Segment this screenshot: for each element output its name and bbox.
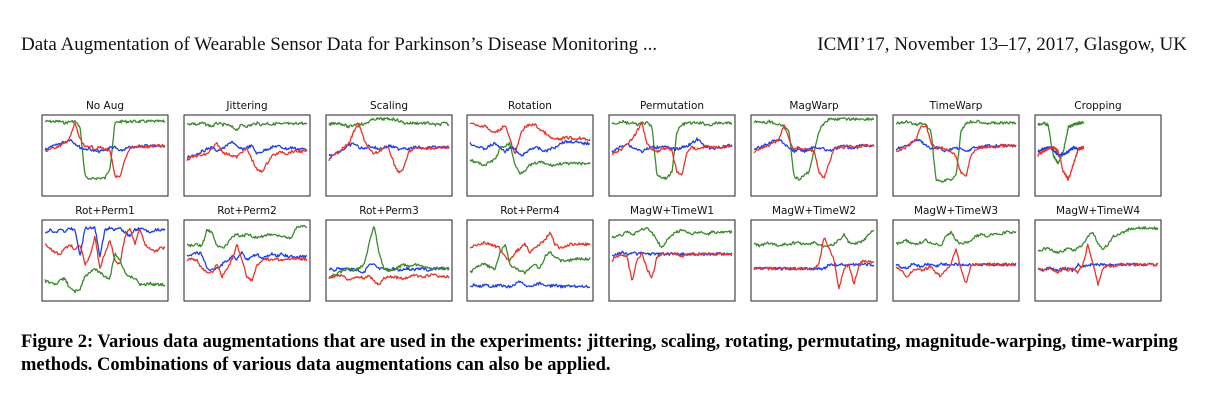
subplot-title: Rot+Perm4 (500, 205, 560, 217)
subplot: TimeWarp (892, 100, 1020, 197)
subplot-frame (892, 114, 1020, 197)
subplot: Rotation (466, 100, 594, 197)
subplot-title: Rot+Perm3 (359, 205, 419, 217)
subplot-frame (41, 114, 169, 197)
subplot: Rot+Perm4 (466, 205, 594, 302)
signal-line (611, 119, 733, 180)
signal-line (186, 142, 308, 173)
subplot: Permutation (608, 100, 736, 197)
subplot-title: MagWarp (789, 100, 839, 112)
signal-line (611, 227, 733, 248)
subplot-frame (608, 114, 736, 197)
subplot-title: No Aug (86, 100, 124, 112)
subplot: MagW+TimeW4 (1034, 205, 1162, 302)
signal-line (895, 248, 1017, 283)
subplot-frame (325, 219, 453, 302)
subplot-title: Rot+Perm2 (217, 205, 277, 217)
subplot-frame (750, 114, 878, 197)
signal-line (328, 226, 450, 279)
running-header: Data Augmentation of Wearable Sensor Dat… (21, 34, 1187, 56)
signal-line (469, 243, 591, 275)
subplot-frame (325, 114, 453, 197)
header-paper-title: Data Augmentation of Wearable Sensor Dat… (21, 34, 658, 55)
subplot-frame (1034, 219, 1162, 302)
subplot: Rot+Perm2 (183, 205, 311, 302)
subplot: Scaling (325, 100, 453, 197)
subplot-title: Permutation (640, 100, 704, 112)
signal-line (753, 237, 875, 290)
signal-line (895, 230, 1017, 247)
subplot-frame (466, 219, 594, 302)
signal-line (469, 139, 591, 157)
signal-line (753, 124, 875, 179)
signal-line (328, 117, 450, 129)
subplot: Cropping (1034, 100, 1162, 197)
signal-line (1037, 243, 1159, 287)
signal-line (469, 141, 591, 175)
subplot-title: Rot+Perm1 (75, 205, 135, 217)
subplot-title: Cropping (1074, 100, 1121, 112)
subplot-title: Jittering (225, 100, 267, 112)
signal-line (469, 231, 591, 262)
signal-line (895, 119, 1017, 183)
signal-line (186, 224, 308, 249)
signal-line (469, 280, 591, 289)
subplot: Rot+Perm3 (325, 205, 453, 302)
subplot: MagWarp (750, 100, 878, 197)
signal-line (753, 262, 875, 271)
signal-line (44, 252, 166, 294)
signal-line (328, 273, 450, 286)
signal-line (186, 244, 308, 282)
subplot-frame (41, 219, 169, 302)
signal-line (611, 122, 733, 176)
subplot-title: MagW+TimeW2 (772, 205, 856, 217)
subplot-title: Rotation (508, 100, 552, 112)
subplot: Jittering (183, 100, 311, 197)
signal-line (186, 140, 308, 159)
signal-line (186, 251, 308, 272)
signal-line (611, 251, 732, 281)
subplot-title: MagW+TimeW4 (1056, 205, 1140, 217)
subplot-title: MagW+TimeW1 (630, 205, 714, 217)
signal-line (328, 122, 450, 174)
signal-line (895, 138, 1017, 153)
signal-line (328, 263, 450, 274)
header-venue: ICMI’17, November 13–17, 2017, Glasgow, … (817, 34, 1187, 55)
signal-line (1037, 226, 1159, 254)
subplot-title: MagW+TimeW3 (914, 205, 998, 217)
subplot: No Aug (41, 100, 169, 197)
subplot-frame (892, 219, 1020, 302)
subplot-frame (750, 219, 878, 302)
subplot: MagW+TimeW2 (750, 205, 878, 302)
subplot-title: Scaling (370, 100, 408, 112)
signal-line (753, 229, 875, 248)
signal-line (44, 122, 166, 179)
figure-caption: Figure 2: Various data augmentations tha… (21, 332, 1178, 375)
signal-line (186, 121, 308, 131)
subplot-title: TimeWarp (929, 100, 983, 112)
subplot: Rot+Perm1 (41, 205, 169, 302)
signal-line (1037, 145, 1085, 181)
signal-line (44, 226, 166, 258)
signal-line (44, 227, 166, 269)
signal-line (469, 122, 591, 154)
subplot: MagW+TimeW1 (608, 205, 736, 302)
subplot: MagW+TimeW3 (892, 205, 1020, 302)
subplot-frame (1034, 114, 1162, 197)
signal-line (753, 138, 875, 154)
signal-line (895, 124, 1017, 177)
signal-line (44, 119, 166, 181)
